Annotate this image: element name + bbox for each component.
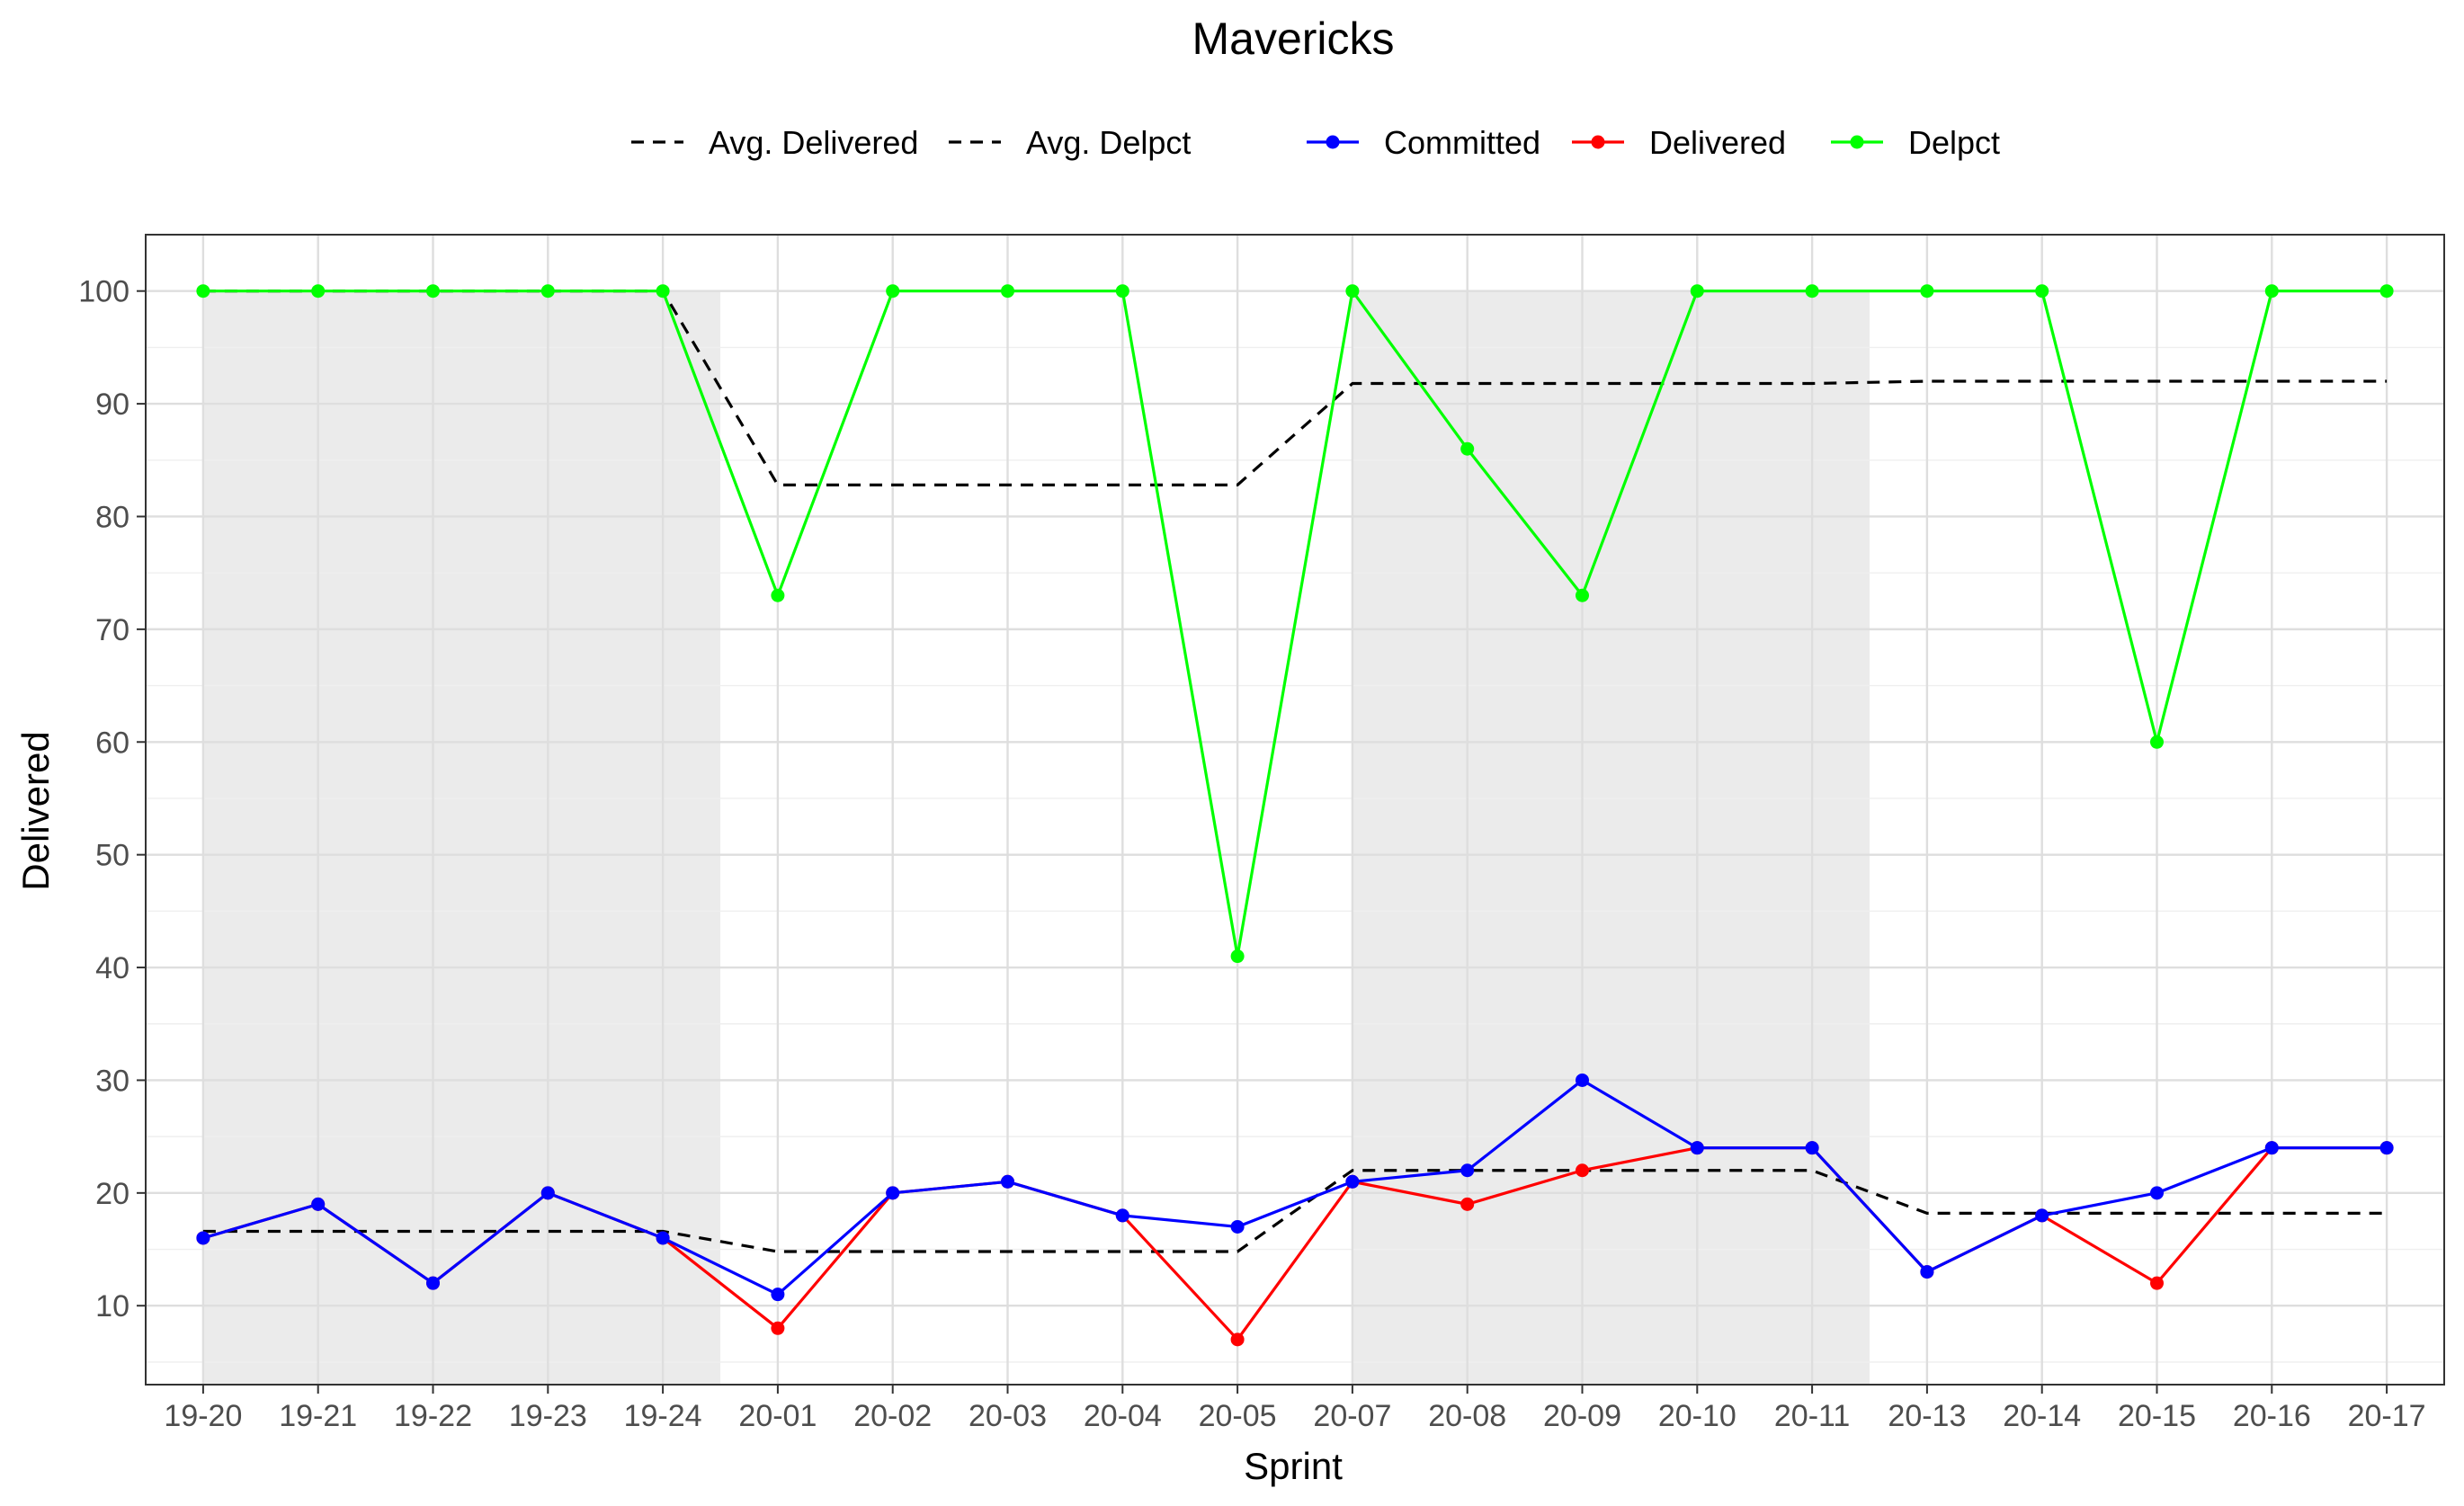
point-committed bbox=[311, 1197, 326, 1211]
legend-label-committed: Committed bbox=[1384, 124, 1540, 161]
point-committed bbox=[1230, 1219, 1245, 1234]
legend: Avg. Delivered Avg. Delpct Committed Delive… bbox=[631, 124, 2000, 161]
shaded-band bbox=[1352, 290, 1870, 1386]
point-committed bbox=[1920, 1265, 1934, 1279]
x-tick-label: 20-14 bbox=[2003, 1399, 2081, 1433]
series-line-committed bbox=[202, 1078, 2388, 1297]
point-committed bbox=[1345, 1174, 1360, 1189]
series-line-delpct bbox=[202, 290, 2388, 958]
y-tick-label: 80 bbox=[95, 500, 129, 534]
point-committed bbox=[1690, 1141, 1704, 1155]
axes: 10 20 30 40 50 60 70 80 90 100 19-20 19-21 19-22 19-2… bbox=[78, 234, 2445, 1433]
point-delivered bbox=[1576, 1163, 1589, 1178]
point-committed bbox=[1001, 1174, 1014, 1189]
point-committed bbox=[656, 1231, 670, 1245]
point-delpct bbox=[1690, 284, 1704, 299]
legend-label-avg-delivered: Avg. Delivered bbox=[709, 124, 918, 161]
point-delpct bbox=[1001, 284, 1014, 299]
point-committed bbox=[2035, 1208, 2049, 1223]
x-tick-label: 20-02 bbox=[853, 1399, 932, 1433]
series-line-avg-delivered bbox=[202, 1169, 2388, 1253]
point-delpct bbox=[1576, 588, 1589, 602]
point-delpct bbox=[540, 284, 555, 299]
point-delpct bbox=[886, 284, 900, 299]
legend-point-delivered bbox=[1591, 135, 1605, 149]
x-tick-label: 19-21 bbox=[279, 1399, 357, 1433]
y-tick-label: 20 bbox=[95, 1177, 129, 1211]
point-committed bbox=[426, 1276, 440, 1290]
y-tick-label: 60 bbox=[95, 726, 129, 760]
point-committed bbox=[1805, 1141, 1819, 1155]
y-tick-label: 50 bbox=[95, 839, 129, 873]
x-tick-label: 20-01 bbox=[738, 1399, 817, 1433]
point-committed bbox=[771, 1288, 785, 1302]
x-tick-label: 20-17 bbox=[2348, 1399, 2426, 1433]
point-committed bbox=[540, 1186, 555, 1200]
point-committed bbox=[2379, 1141, 2394, 1155]
y-tick-label: 100 bbox=[78, 275, 129, 309]
series-line-avg-delpct bbox=[202, 290, 2388, 486]
point-delpct bbox=[656, 284, 670, 299]
point-delpct bbox=[196, 284, 210, 299]
point-delivered bbox=[1460, 1197, 1475, 1211]
x-tick-label: 20-11 bbox=[1774, 1399, 1850, 1433]
point-delpct bbox=[1920, 284, 1934, 299]
plot-border bbox=[145, 234, 2445, 1386]
point-delpct bbox=[2150, 735, 2164, 749]
shaded-band bbox=[202, 290, 720, 1386]
plot-background bbox=[202, 290, 1870, 1386]
legend-label-delpct: Delpct bbox=[1908, 124, 2000, 161]
point-delpct bbox=[311, 284, 326, 299]
x-tick-label: 20-04 bbox=[1084, 1399, 1162, 1433]
x-tick-label: 20-13 bbox=[1888, 1399, 1966, 1433]
x-tick-label: 20-07 bbox=[1313, 1399, 1391, 1433]
point-committed bbox=[196, 1231, 210, 1245]
point-delpct bbox=[2035, 284, 2049, 299]
point-delpct bbox=[2379, 284, 2394, 299]
x-tick-label: 19-23 bbox=[509, 1399, 587, 1433]
y-tick-label: 30 bbox=[95, 1064, 129, 1098]
chart-title: Mavericks bbox=[1192, 13, 1394, 64]
legend-label-avg-delpct: Avg. Delpct bbox=[1026, 124, 1191, 161]
x-tick-label: 19-24 bbox=[624, 1399, 702, 1433]
point-delivered bbox=[1230, 1332, 1245, 1347]
legend-point-delpct bbox=[1850, 135, 1864, 149]
y-axis-label: Delivered bbox=[14, 731, 57, 890]
x-tick-label: 20-05 bbox=[1199, 1399, 1277, 1433]
x-tick-label: 19-22 bbox=[394, 1399, 472, 1433]
point-committed bbox=[2264, 1141, 2279, 1155]
point-delpct bbox=[1345, 284, 1360, 299]
legend-point-committed bbox=[1326, 135, 1340, 149]
x-axis-label: Sprint bbox=[1244, 1445, 1343, 1487]
point-delpct bbox=[771, 588, 785, 602]
point-committed bbox=[1115, 1208, 1129, 1223]
x-tick-label: 20-15 bbox=[2118, 1399, 2196, 1433]
point-delpct bbox=[426, 284, 440, 299]
point-committed bbox=[1460, 1163, 1475, 1178]
x-tick-label: 20-10 bbox=[1658, 1399, 1736, 1433]
x-tick-label: 20-08 bbox=[1428, 1399, 1506, 1433]
y-tick-label: 40 bbox=[95, 951, 129, 985]
point-committed bbox=[1576, 1073, 1589, 1087]
point-delivered bbox=[2150, 1276, 2164, 1290]
point-committed bbox=[886, 1186, 900, 1200]
y-tick-label: 70 bbox=[95, 613, 129, 647]
x-tick-label: 20-03 bbox=[969, 1399, 1047, 1433]
point-committed bbox=[2150, 1186, 2164, 1200]
x-tick-label: 19-20 bbox=[164, 1399, 242, 1433]
point-delpct bbox=[2264, 284, 2279, 299]
point-delpct bbox=[1805, 284, 1819, 299]
x-tick-label: 20-16 bbox=[2233, 1399, 2311, 1433]
x-tick-label: 20-09 bbox=[1543, 1399, 1621, 1433]
point-delpct bbox=[1460, 441, 1475, 456]
point-delpct bbox=[1115, 284, 1129, 299]
legend-label-delivered: Delivered bbox=[1649, 124, 1786, 161]
point-delpct bbox=[1230, 949, 1245, 964]
point-delivered bbox=[771, 1321, 785, 1335]
y-tick-label: 90 bbox=[95, 388, 129, 422]
grid-lines bbox=[146, 235, 2444, 1385]
series-layer bbox=[196, 284, 2394, 1347]
y-tick-label: 10 bbox=[95, 1289, 129, 1323]
